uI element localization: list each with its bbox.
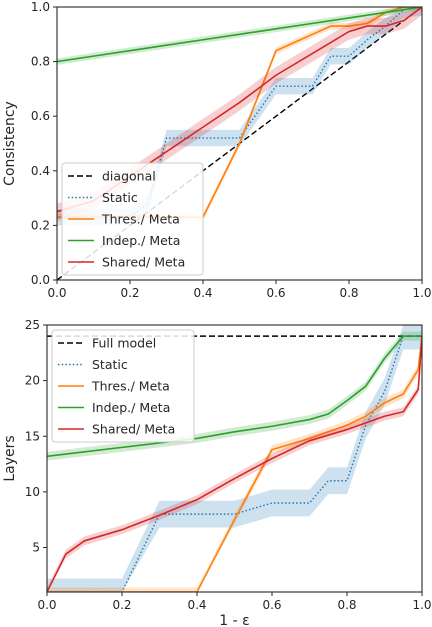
x-tick-label: 0.2 [112,598,131,612]
y-tick-label: 15 [25,429,40,443]
y-tick-label: 20 [25,374,40,388]
legend: diagonal Static Thres./ Meta Indep./ Meta Sh… [61,162,204,276]
band-shared-meta [47,331,422,592]
series-line-indep-meta [57,7,422,63]
x-tick-label: 0.2 [120,286,139,300]
y-tick-label: 25 [25,318,40,332]
plot-area [47,325,422,592]
series-line-thres-meta [47,336,422,592]
legend-label-indep-meta: Indep./ Meta [92,400,170,415]
x-tick-label: 0.8 [337,598,356,612]
y-axis-label: Layers [2,435,18,481]
legend-label-indep-meta: Indep./ Meta [102,233,180,248]
x-tick-label: 0.0 [37,598,56,612]
band-indep-meta [47,331,422,461]
axes-frame [56,6,423,281]
band-indep-meta [57,7,422,65]
legend-frame [51,329,195,443]
x-tick-label: 1.0 [412,286,431,300]
y-tick-label: 0.2 [31,218,50,232]
x-tick-label: 0.4 [193,286,212,300]
legend-label-diagonal: diagonal [102,169,156,184]
axes-frame [46,324,423,593]
y-tick-label: 5 [32,541,40,555]
legend-label-thres-meta: Thres./ Meta [101,212,180,227]
x-tick-label: 0.0 [47,286,66,300]
legend: Full model Static Thres./ Meta Indep./ Meta… [51,329,195,443]
layers-chart: 0.0 0.2 0.4 0.6 0.8 1.0 5 10 15 20 25 Layers 1 - ε Fu… [2,318,432,627]
y-tick-label: 10 [25,485,40,499]
x-tick-label: 0.6 [262,598,281,612]
legend-label-shared-meta: Shared/ Meta [92,422,175,437]
y-axis-label: Consistency [2,101,18,186]
series-line-indep-meta [47,335,422,458]
y-tick-label: 0.6 [31,109,50,123]
x-tick-label: 1.0 [412,598,431,612]
consistency-chart: 0.0 0.2 0.4 0.6 0.8 1.0 0.0 0.2 0.4 0.6 0.8 1.0 Cons… [2,0,432,300]
y-tick-label: 1.0 [31,0,50,14]
x-axis-label: 1 - ε [219,613,249,627]
y-tick-label: 0.0 [31,273,50,287]
series-line-static [47,335,422,592]
x-tick-label: 0.4 [187,598,206,612]
y-tick-label: 0.8 [31,55,50,69]
legend-label-static: Static [92,357,128,372]
legend-label-shared-meta: Shared/ Meta [102,255,185,270]
y-tick-label: 0.4 [31,164,50,178]
x-tick-label: 0.6 [266,286,285,300]
legend-label-thres-meta: Thres./ Meta [91,379,170,394]
legend-frame [61,162,204,276]
x-tick-label: 0.8 [339,286,358,300]
legend-label-full-model: Full model [92,336,156,351]
band-static [57,7,422,226]
series-line-shared-meta [47,336,422,592]
legend-label-static: Static [102,190,138,205]
